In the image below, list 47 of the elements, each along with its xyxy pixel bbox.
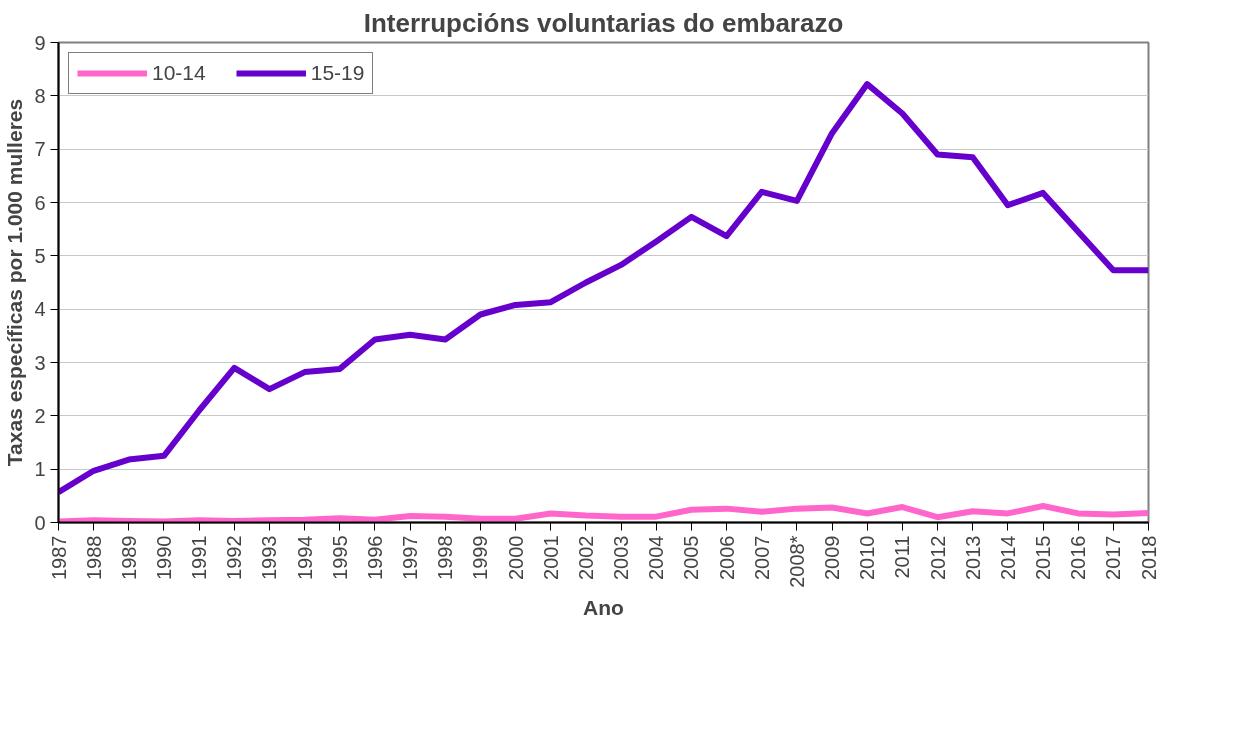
x-axis-title: Ano <box>583 595 624 619</box>
x-tick-label: 2006 <box>715 535 738 580</box>
x-tick-label: 1992 <box>223 535 246 580</box>
x-tick-label: 1998 <box>434 535 457 580</box>
x-tick-label: 2012 <box>926 535 949 580</box>
y-tick-label: 5 <box>34 244 46 267</box>
x-tick-label: 1989 <box>117 535 140 580</box>
x-tick-label: 1987 <box>47 535 70 580</box>
y-tick-label: 8 <box>34 84 46 107</box>
y-tick-label: 3 <box>34 351 46 374</box>
x-tick-label: 1996 <box>363 535 386 580</box>
y-tick-label: 2 <box>34 404 46 427</box>
x-tick-label: 1988 <box>82 535 105 580</box>
x-tick-label: 1995 <box>328 535 351 580</box>
x-tick-label: 1991 <box>188 535 211 580</box>
x-tick-label: 2007 <box>750 535 773 580</box>
chart-title: Interrupcións voluntarias do embarazo <box>363 7 844 38</box>
y-tick-label: 7 <box>34 138 46 161</box>
x-tick-label: 2003 <box>610 535 633 580</box>
legend-label: 10-14 <box>152 61 206 85</box>
y-tick-label: 0 <box>34 511 46 534</box>
x-tick-label: 2015 <box>1032 535 1055 580</box>
x-tick-label: 2004 <box>645 535 668 580</box>
x-tick-label: 2018 <box>1137 535 1160 580</box>
x-tick-label: 2000 <box>504 535 527 580</box>
x-tick-label: 2011 <box>891 535 914 579</box>
legend-label: 15-19 <box>310 61 365 85</box>
x-tick-label: 2005 <box>680 535 703 580</box>
y-axis-title: Taxas específicas por 1.000 mulleres <box>3 98 27 467</box>
x-tick-label: 2008* <box>785 535 808 588</box>
x-tick-label: 1994 <box>293 535 316 580</box>
x-tick-label: 2002 <box>574 535 597 580</box>
y-tick-label: 9 <box>34 31 46 54</box>
y-tick-label: 6 <box>34 191 46 214</box>
x-tick-label: 1999 <box>469 535 492 580</box>
x-tick-label: 1990 <box>152 535 175 580</box>
x-tick-label: 1997 <box>399 535 422 580</box>
x-tick-label: 2017 <box>1102 535 1125 580</box>
x-tick-label: 2013 <box>961 535 984 580</box>
x-tick-label: 2014 <box>996 535 1019 580</box>
x-tick-label: 2009 <box>821 535 844 580</box>
y-tick-label: 4 <box>34 298 46 321</box>
x-tick-label: 2010 <box>856 535 879 580</box>
x-tick-label: 2016 <box>1067 535 1090 580</box>
x-tick-label: 2001 <box>539 535 562 580</box>
y-tick-label: 1 <box>34 458 46 481</box>
x-tick-label: 1993 <box>258 535 281 580</box>
